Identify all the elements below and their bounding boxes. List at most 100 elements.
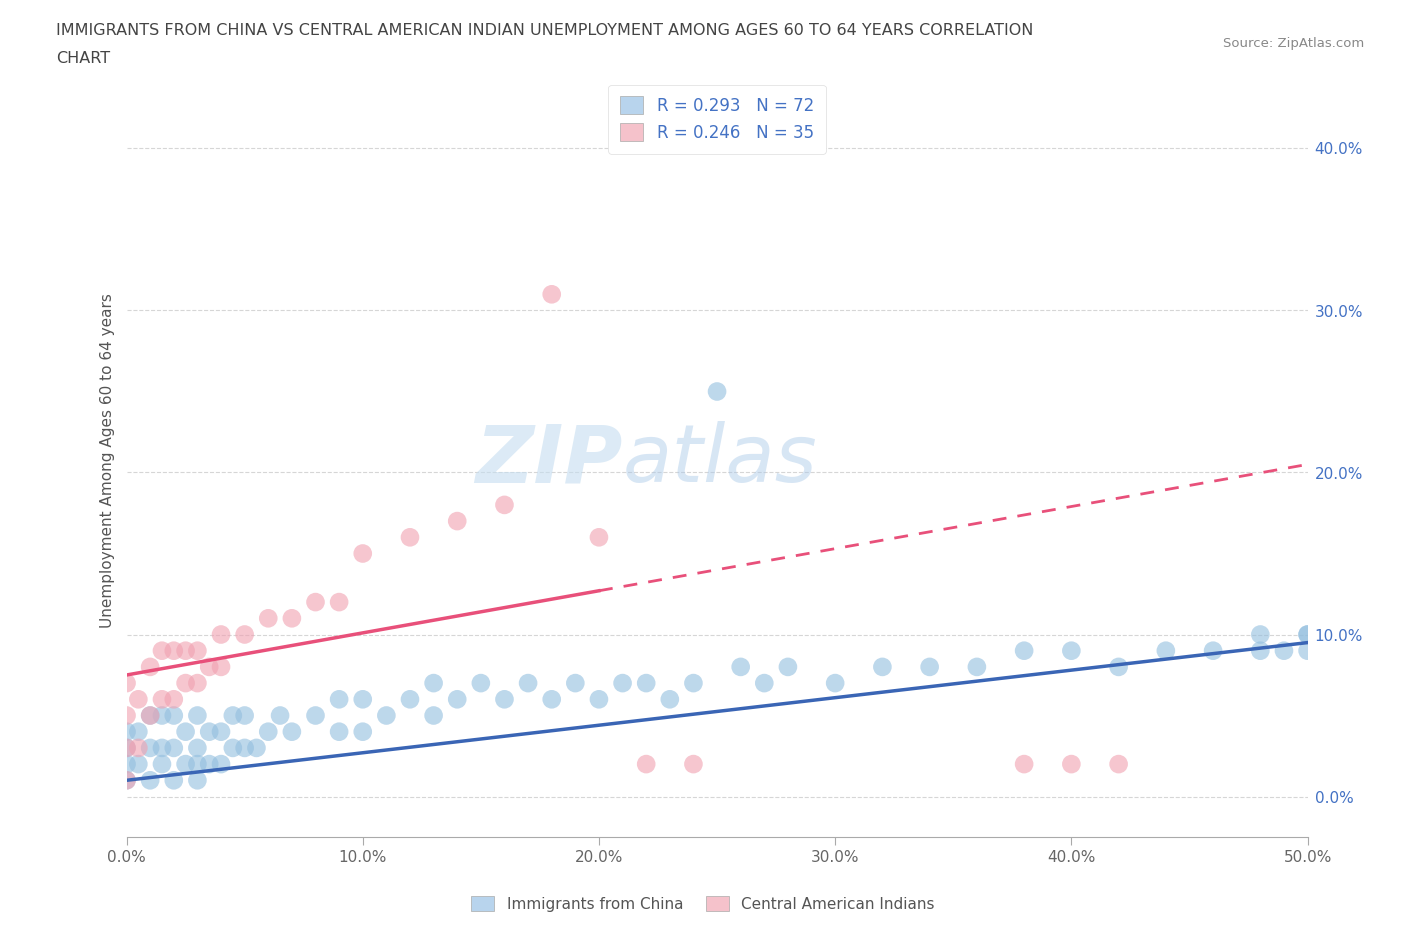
Point: [422, 676, 444, 691]
Point: [1108, 659, 1130, 674]
Point: [918, 659, 941, 674]
Point: [163, 708, 186, 723]
Point: [588, 530, 610, 545]
Point: [1296, 627, 1319, 642]
Point: [470, 676, 492, 691]
Point: [872, 659, 894, 674]
Point: [257, 724, 280, 739]
Point: [115, 773, 138, 788]
Point: [352, 546, 374, 561]
Point: [233, 740, 256, 755]
Point: [233, 627, 256, 642]
Y-axis label: Unemployment Among Ages 60 to 64 years: Unemployment Among Ages 60 to 64 years: [100, 293, 115, 628]
Point: [540, 692, 562, 707]
Legend: R = 0.293   N = 72, R = 0.246   N = 35: R = 0.293 N = 72, R = 0.246 N = 35: [609, 85, 825, 153]
Point: [494, 498, 516, 512]
Point: [517, 676, 540, 691]
Point: [222, 708, 245, 723]
Point: [198, 724, 221, 739]
Point: [1202, 644, 1225, 658]
Point: [588, 692, 610, 707]
Point: [186, 773, 208, 788]
Point: [328, 692, 350, 707]
Point: [163, 773, 186, 788]
Legend: Immigrants from China, Central American Indians: Immigrants from China, Central American …: [465, 890, 941, 918]
Point: [186, 757, 208, 772]
Point: [1249, 644, 1271, 658]
Point: [682, 757, 704, 772]
Point: [281, 724, 304, 739]
Point: [174, 724, 197, 739]
Point: [706, 384, 728, 399]
Point: [163, 644, 186, 658]
Point: [494, 692, 516, 707]
Point: [636, 757, 658, 772]
Point: [209, 757, 232, 772]
Point: [186, 708, 208, 723]
Text: IMMIGRANTS FROM CHINA VS CENTRAL AMERICAN INDIAN UNEMPLOYMENT AMONG AGES 60 TO 6: IMMIGRANTS FROM CHINA VS CENTRAL AMERICA…: [56, 23, 1033, 38]
Point: [375, 708, 398, 723]
Point: [328, 724, 350, 739]
Point: [352, 692, 374, 707]
Point: [1012, 757, 1035, 772]
Point: [209, 659, 232, 674]
Point: [281, 611, 304, 626]
Point: [150, 757, 173, 772]
Point: [115, 708, 138, 723]
Point: [139, 659, 162, 674]
Point: [115, 740, 138, 755]
Point: [304, 708, 326, 723]
Point: [174, 757, 197, 772]
Point: [399, 530, 422, 545]
Point: [174, 676, 197, 691]
Point: [115, 676, 138, 691]
Point: [115, 757, 138, 772]
Point: [186, 740, 208, 755]
Point: [198, 659, 221, 674]
Point: [186, 676, 208, 691]
Point: [304, 594, 326, 609]
Point: [163, 692, 186, 707]
Point: [186, 644, 208, 658]
Point: [352, 724, 374, 739]
Point: [150, 708, 173, 723]
Point: [115, 773, 138, 788]
Point: [966, 659, 988, 674]
Point: [209, 724, 232, 739]
Point: [115, 724, 138, 739]
Point: [1108, 757, 1130, 772]
Point: [269, 708, 291, 723]
Point: [658, 692, 681, 707]
Point: [776, 659, 799, 674]
Point: [115, 740, 138, 755]
Point: [127, 740, 149, 755]
Point: [257, 611, 280, 626]
Point: [1154, 644, 1177, 658]
Point: [754, 676, 776, 691]
Point: [612, 676, 634, 691]
Point: [150, 740, 173, 755]
Point: [1296, 644, 1319, 658]
Point: [139, 708, 162, 723]
Point: [399, 692, 422, 707]
Point: [824, 676, 846, 691]
Point: [139, 708, 162, 723]
Text: ZIP: ZIP: [475, 421, 623, 499]
Point: [198, 757, 221, 772]
Point: [163, 740, 186, 755]
Point: [1296, 627, 1319, 642]
Point: [209, 627, 232, 642]
Text: atlas: atlas: [623, 421, 817, 499]
Point: [446, 513, 468, 528]
Point: [540, 286, 562, 301]
Point: [245, 740, 267, 755]
Text: CHART: CHART: [56, 51, 110, 66]
Point: [636, 676, 658, 691]
Point: [222, 740, 245, 755]
Point: [139, 773, 162, 788]
Point: [127, 757, 149, 772]
Point: [328, 594, 350, 609]
Point: [127, 724, 149, 739]
Point: [150, 692, 173, 707]
Point: [682, 676, 704, 691]
